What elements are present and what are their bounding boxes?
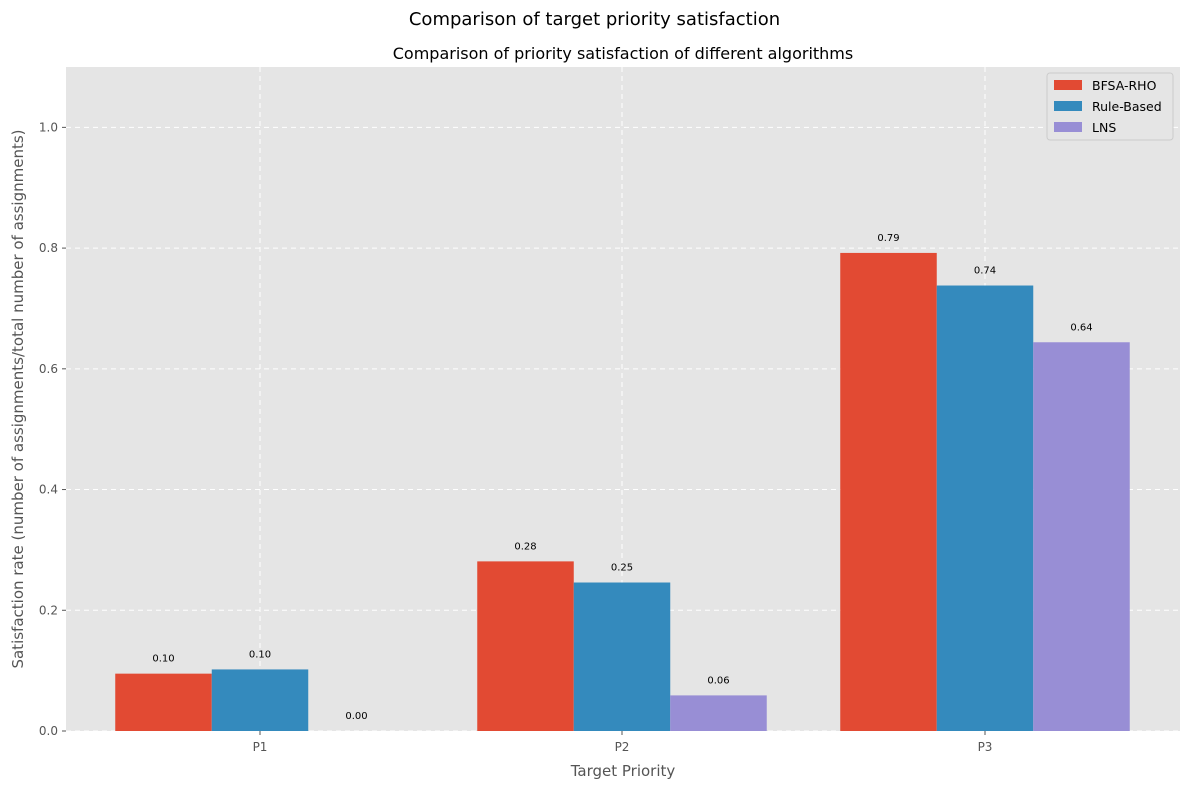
x-tick-label: P3 [978, 740, 993, 754]
bar-bfsa-rho-p1 [115, 673, 212, 731]
chart-title: Comparison of priority satisfaction of d… [393, 44, 853, 63]
data-label: 0.06 [707, 675, 729, 686]
legend-label: BFSA-RHO [1092, 78, 1157, 93]
y-axis-label: Satisfaction rate (number of assignments… [9, 129, 27, 668]
data-label: 0.64 [1070, 322, 1092, 333]
figure-title: Comparison of target priority satisfacti… [409, 9, 780, 30]
y-tick-label: 0.8 [39, 241, 58, 255]
legend-swatch [1054, 122, 1082, 132]
data-labels: 0.10 0.28 0.79 0.10 0.25 0.74 0.00 0.06 0.64 [152, 233, 1092, 722]
bar-lns-p2 [670, 695, 767, 731]
data-label: 0.00 [345, 711, 367, 722]
legend-swatch [1054, 101, 1082, 111]
data-label: 0.25 [611, 563, 633, 574]
legend-label: LNS [1092, 120, 1116, 135]
bar-bfsa-rho-p3 [840, 252, 937, 732]
y-axis-ticks: 0.0 0.2 0.4 0.6 0.8 1.0 [39, 120, 66, 738]
legend: BFSA-RHO Rule-Based LNS [1046, 72, 1174, 141]
data-label: 0.10 [152, 654, 174, 665]
y-tick-label: 0.0 [39, 724, 58, 738]
data-label: 0.28 [514, 541, 536, 552]
bar-lns-p3 [1033, 342, 1130, 731]
y-tick-label: 1.0 [39, 120, 58, 134]
bar-bfsa-rho-p2 [477, 561, 574, 731]
data-label: 0.79 [877, 233, 899, 244]
data-label: 0.10 [249, 649, 271, 660]
x-axis-ticks: P1 P2 P3 [253, 731, 993, 754]
legend-label: Rule-Based [1092, 99, 1162, 114]
bar-rule-based-p3 [936, 285, 1034, 731]
y-tick-label: 0.6 [39, 362, 58, 376]
x-axis-label: Target Priority [570, 762, 676, 780]
legend-entries: BFSA-RHO Rule-Based LNS [1054, 78, 1162, 135]
x-tick-label: P2 [615, 740, 630, 754]
legend-swatch [1054, 80, 1082, 90]
bar-rule-based-p1 [211, 669, 309, 731]
data-label: 0.74 [974, 266, 996, 277]
x-tick-label: P1 [253, 740, 268, 754]
bar-rule-based-p2 [573, 582, 671, 731]
bars [115, 252, 1130, 732]
y-tick-label: 0.2 [39, 603, 58, 617]
y-tick-label: 0.4 [39, 483, 58, 497]
